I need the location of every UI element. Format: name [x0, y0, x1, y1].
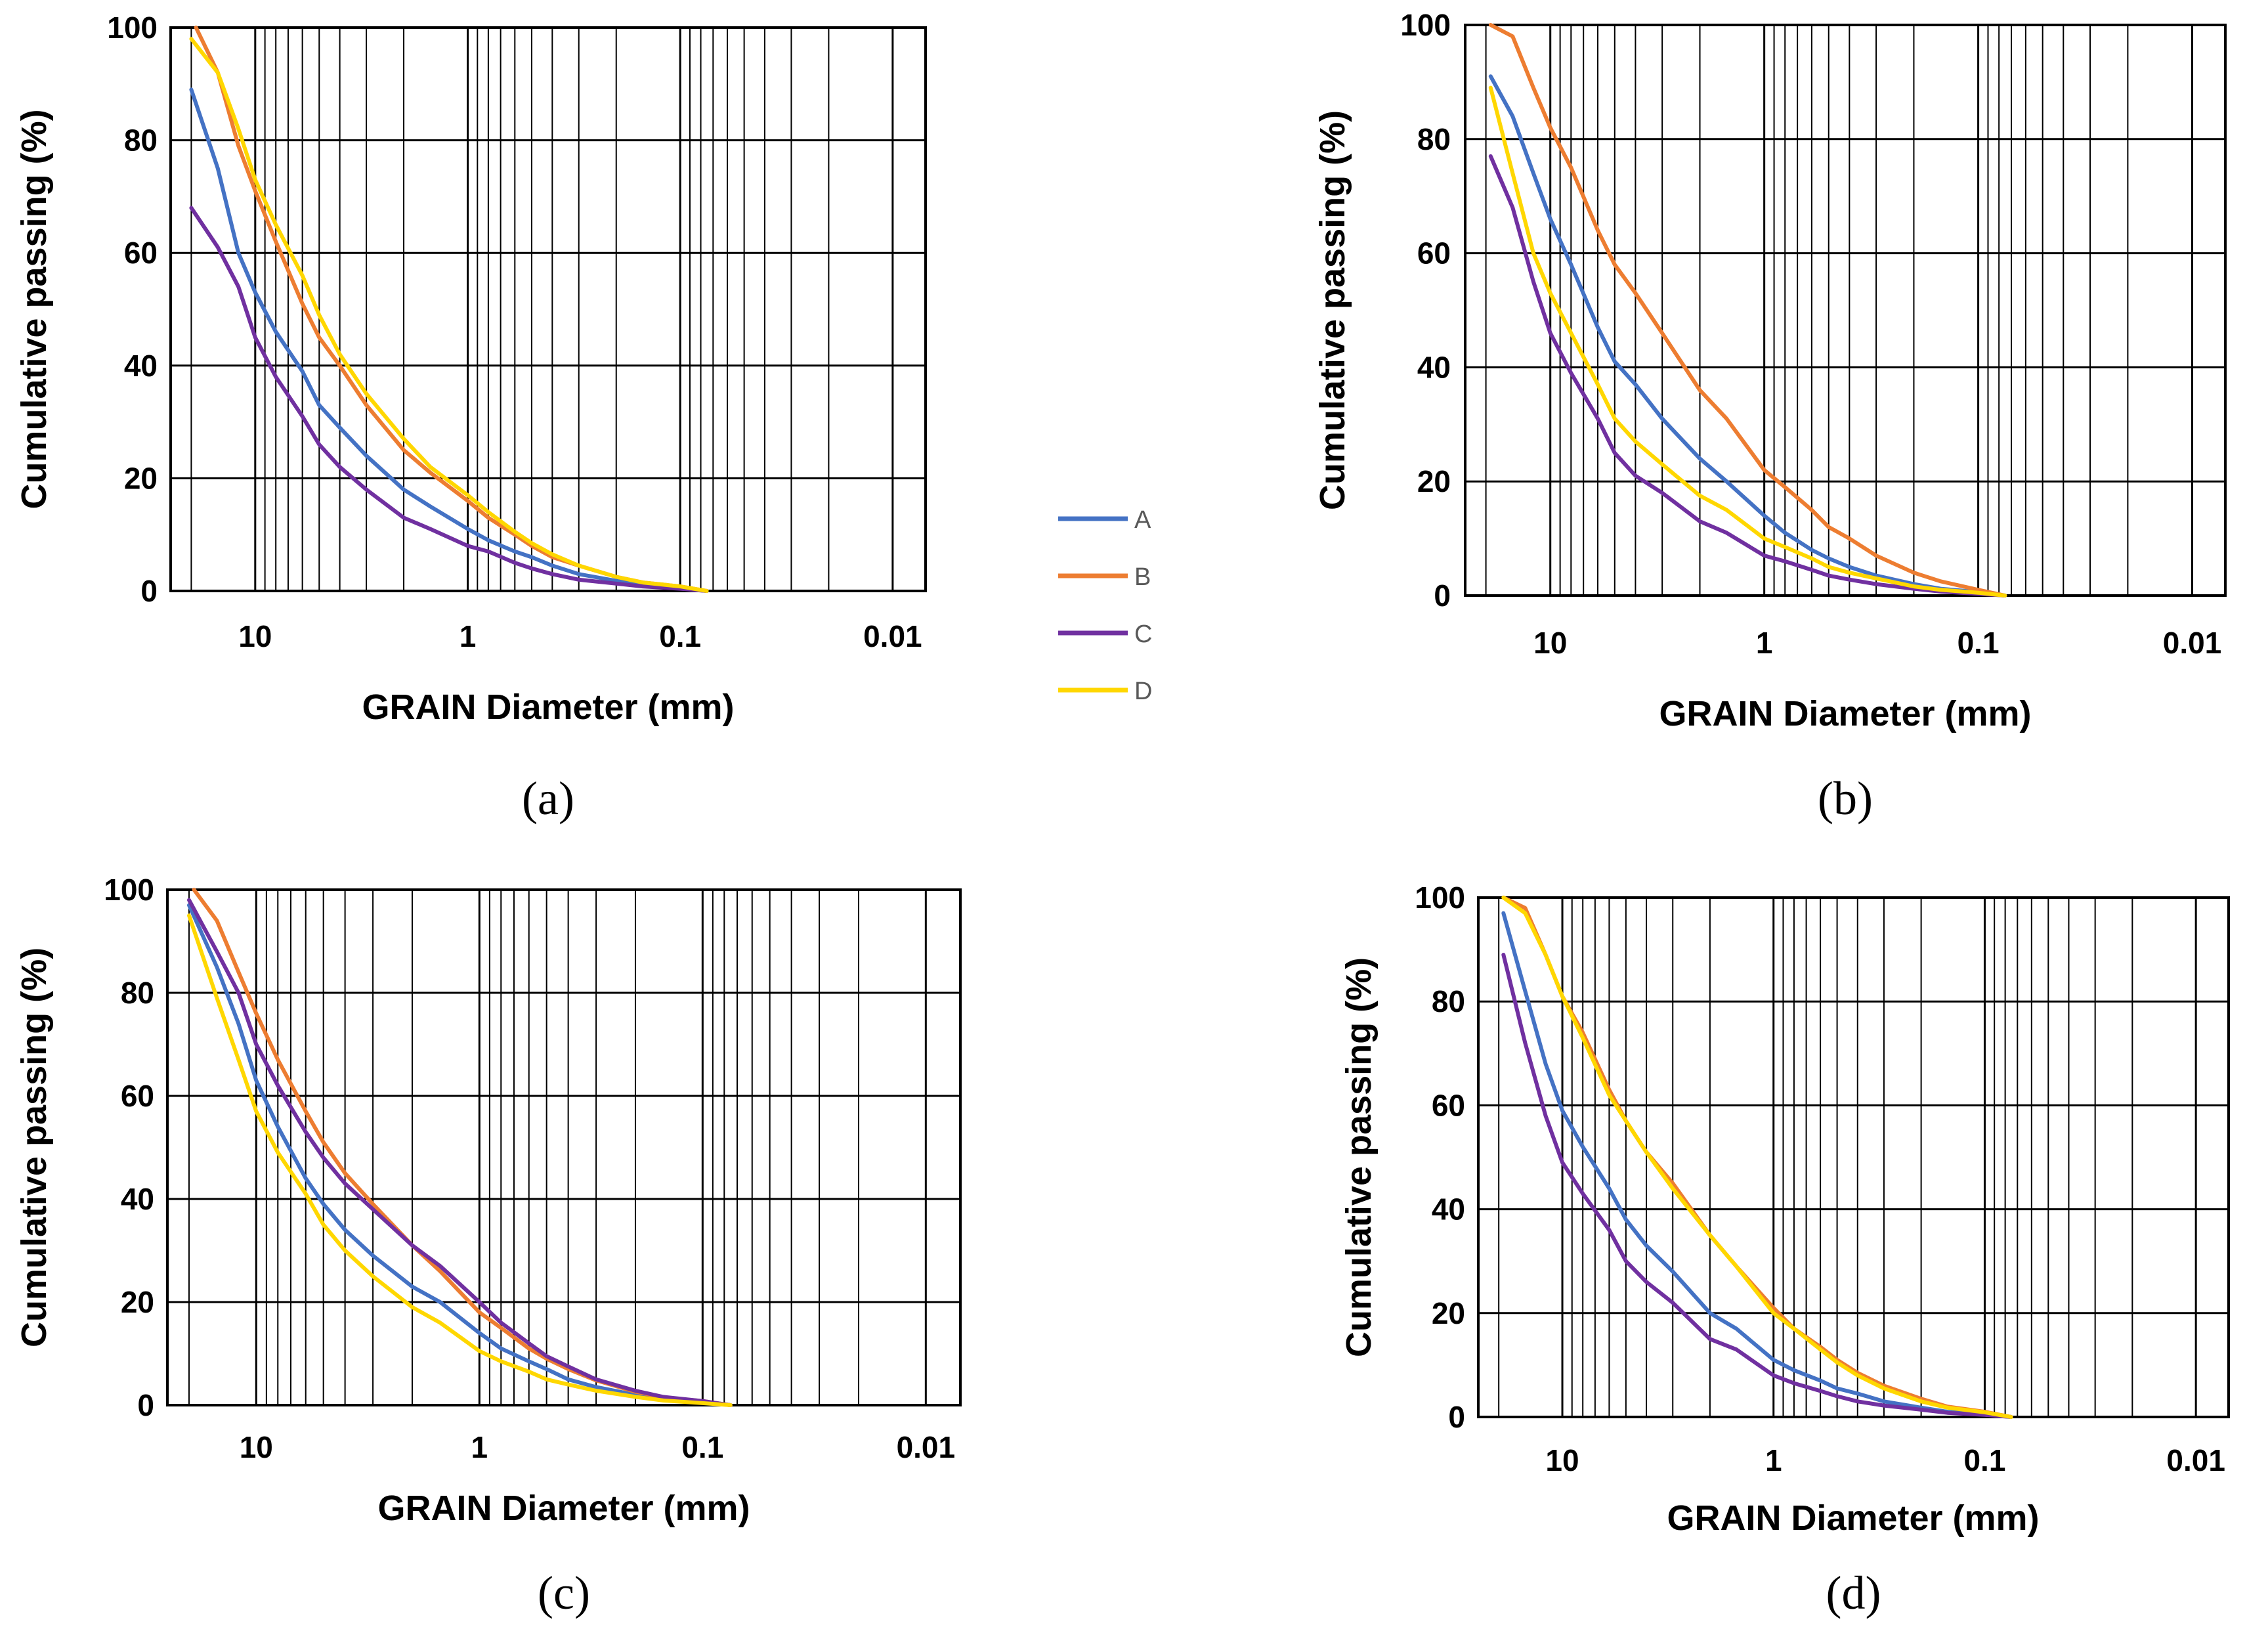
series-line-A — [1501, 911, 2013, 1419]
y-axis-title: Cumulative passing (%) — [1339, 957, 1379, 1357]
series-line-C — [187, 898, 733, 1407]
x-axis-title: GRAIN Diameter (mm) — [1659, 694, 2031, 733]
y-tick-label: 20 — [1432, 1296, 1465, 1330]
legend-item-A: A — [1058, 506, 1151, 534]
series-line-A — [187, 903, 733, 1407]
y-tick-label: 80 — [121, 976, 154, 1010]
x-tick-label: 0.01 — [2163, 626, 2222, 660]
series-line-A — [189, 87, 709, 593]
y-tick-label: 40 — [124, 349, 158, 383]
x-tick-label: 10 — [240, 1430, 273, 1464]
legend-item-B: B — [1058, 563, 1151, 591]
chart-panel-d: 0 20 40 60 80 100 10 1 0.1 0.01 GRAIN Diameter (mm… — [1339, 881, 2230, 1619]
series-line-D — [187, 913, 733, 1407]
legend-item-D: D — [1058, 678, 1152, 705]
plot-area-border — [166, 888, 962, 1406]
y-tick-label: 0 — [140, 574, 158, 608]
x-tick-label: 1 — [471, 1430, 488, 1464]
x-tick-label: 0.01 — [863, 619, 922, 653]
series-line-B — [194, 26, 709, 593]
y-tick-label: 0 — [1448, 1400, 1465, 1434]
x-tick-label: 0.1 — [1958, 626, 2000, 660]
panel-label: (a) — [522, 772, 574, 825]
y-tick-label: 20 — [124, 461, 158, 495]
y-tick-label: 100 — [107, 11, 158, 45]
chart-panel-b: 0 20 40 60 80 100 10 1 0.1 0.01 GRAIN Diameter (mm… — [1313, 8, 2227, 825]
y-tick-label: 60 — [1417, 236, 1451, 271]
series-line-D — [1488, 85, 2007, 598]
legend-label: A — [1134, 506, 1151, 534]
x-tick-label: 10 — [1545, 1443, 1579, 1477]
x-tick-label: 1 — [1756, 626, 1773, 660]
legend: A B C D — [1058, 506, 1152, 705]
plot-area-border — [169, 26, 927, 592]
y-tick-label: 0 — [137, 1388, 154, 1422]
panel-label: (b) — [1818, 772, 1873, 825]
y-tick-label: 40 — [121, 1182, 154, 1216]
series-line-C — [1488, 154, 2007, 598]
horizontal-gridlines — [1465, 24, 2225, 597]
vertical-gridlines — [188, 890, 927, 1405]
plot-area-border — [1477, 896, 2230, 1418]
x-tick-label: 0.01 — [897, 1430, 956, 1464]
chart-panel-a: 0 20 40 60 80 100 10 1 0.1 0.01 GRAIN Diameter (mm… — [14, 11, 927, 825]
series-line-C — [189, 206, 709, 593]
y-tick-label: 60 — [1432, 1088, 1465, 1122]
y-axis-title: Cumulative passing (%) — [14, 947, 54, 1347]
vertical-gridlines — [1485, 25, 2194, 596]
y-tick-label: 40 — [1417, 350, 1451, 384]
y-tick-label: 100 — [1415, 881, 1465, 915]
x-tick-label: 0.1 — [1963, 1443, 2005, 1477]
series-line-C — [1501, 953, 2013, 1419]
panel-label: (c) — [538, 1567, 590, 1619]
series-line-B — [1488, 23, 2007, 598]
y-tick-label: 0 — [1434, 578, 1451, 613]
series-line-B — [1501, 896, 2013, 1419]
x-axis-title: GRAIN Diameter (mm) — [362, 687, 734, 727]
y-axis-title: Cumulative passing (%) — [1313, 110, 1352, 510]
x-tick-label: 0.1 — [681, 1430, 723, 1464]
x-tick-label: 10 — [1533, 626, 1567, 660]
chart-panel-c: 0 20 40 60 80 100 10 1 0.1 0.01 GRAIN Diameter (mm… — [14, 873, 962, 1619]
legend-item-C: C — [1058, 621, 1152, 648]
x-tick-label: 1 — [1765, 1443, 1782, 1477]
y-tick-label: 80 — [124, 123, 158, 158]
x-tick-label: 0.1 — [659, 619, 701, 653]
y-tick-label: 100 — [1400, 8, 1451, 42]
vertical-gridlines — [1498, 898, 2197, 1417]
y-axis-title: Cumulative passing (%) — [14, 109, 54, 509]
legend-label: B — [1134, 563, 1151, 591]
panel-label: (d) — [1826, 1567, 1881, 1619]
series-line-A — [1488, 74, 2007, 598]
y-tick-label: 100 — [104, 873, 154, 907]
series-line-D — [1501, 896, 2013, 1419]
y-tick-label: 20 — [121, 1285, 154, 1319]
x-axis-title: GRAIN Diameter (mm) — [377, 1489, 750, 1528]
x-tick-label: 0.01 — [2166, 1443, 2225, 1477]
y-tick-label: 20 — [1417, 464, 1451, 498]
horizontal-gridlines — [167, 888, 960, 1406]
legend-label: C — [1134, 621, 1152, 648]
legend-label: D — [1134, 678, 1152, 705]
x-tick-label: 10 — [238, 619, 272, 653]
x-tick-label: 1 — [460, 619, 477, 653]
x-axis-title: GRAIN Diameter (mm) — [1667, 1498, 2039, 1538]
y-tick-label: 40 — [1432, 1192, 1465, 1227]
horizontal-gridlines — [171, 26, 926, 592]
series-line-D — [189, 37, 709, 593]
y-tick-label: 60 — [121, 1079, 154, 1113]
y-tick-label: 80 — [1417, 122, 1451, 156]
y-tick-label: 60 — [124, 236, 158, 270]
plot-area-border — [1464, 24, 2227, 597]
y-tick-label: 80 — [1432, 984, 1465, 1018]
vertical-gridlines — [190, 28, 894, 591]
